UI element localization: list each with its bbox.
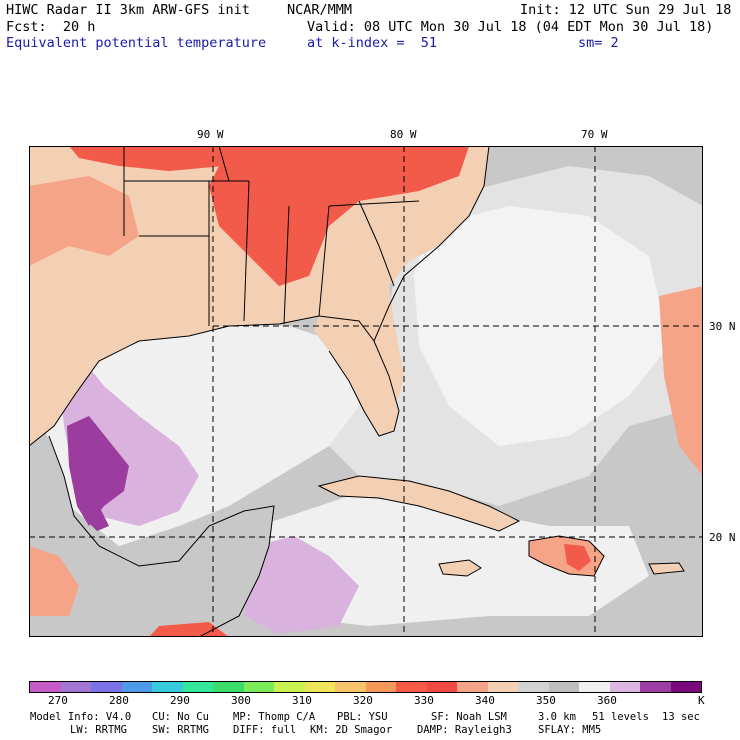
cumulus-scheme: CU: No Cu [152, 711, 209, 723]
lon-label-80w: 80 W [390, 128, 417, 141]
colorbar-swatch-21 [670, 682, 701, 692]
us-coastline [29, 315, 400, 447]
lon-label-90w: 90 W [197, 128, 224, 141]
init-time: Init: 12 UTC Sun 29 Jul 18 [520, 2, 732, 18]
puerto-rico-land [649, 563, 684, 574]
shortwave-scheme: SW: RRTMG [152, 724, 209, 736]
lat-label-30n: 30 N [709, 320, 736, 333]
model-version: Model Info: V4.0 [30, 711, 132, 723]
colorbar-tick-320: 320 [353, 694, 373, 707]
mexico-coastline [48, 435, 275, 637]
yucatan-land [209, 506, 274, 566]
colorbar-swatch-5 [182, 682, 213, 692]
forecast-hour: Fcst: 20 h [6, 19, 96, 35]
colorbar [29, 681, 702, 693]
colorbar-tick-310: 310 [292, 694, 312, 707]
damping-option: DAMP: Rayleigh3 [417, 724, 512, 736]
jamaica-outline [438, 559, 482, 577]
surface-scheme: SF: Noah LSM [431, 711, 507, 723]
diffusion-option: DIFF: full [233, 724, 297, 736]
vertical-levels: 51 levels [592, 711, 649, 723]
colorbar-swatch-14 [457, 682, 488, 692]
puerto-rico-outline [648, 562, 685, 575]
colorbar-swatch-4 [152, 682, 183, 692]
florida-land [314, 316, 399, 436]
colorbar-swatch-19 [609, 682, 640, 692]
theta-e-map [29, 146, 703, 637]
eddy-option: KM: 2D Smagor [310, 724, 393, 736]
mexico-salmon-region [29, 546, 79, 616]
east-salmon-region [659, 286, 703, 476]
colorbar-swatch-0 [30, 682, 61, 692]
colorbar-swatch-13 [426, 682, 457, 692]
state-lines [123, 146, 420, 326]
lon-label-70w: 70 W [581, 128, 608, 141]
longwave-scheme: LW: RRTMG [70, 724, 127, 736]
colorbar-tick-270: 270 [48, 694, 68, 707]
colorbar-swatch-17 [548, 682, 579, 692]
colorbar-tick-280: 280 [109, 694, 129, 707]
surface-layer-option: SFLAY: MM5 [538, 724, 602, 736]
colorbar-swatch-1 [60, 682, 91, 692]
us-east-coastline [373, 146, 490, 342]
central-america-red [149, 622, 229, 637]
microphysics-scheme: MP: Thomp C/A [233, 711, 316, 723]
colorbar-tick-330: 330 [414, 694, 434, 707]
cuba-outline [317, 475, 521, 532]
hispaniola-outline [528, 535, 605, 577]
colorbar-swatch-12 [396, 682, 427, 692]
cuba-land [319, 476, 519, 531]
colorbar-swatch-8 [274, 682, 305, 692]
colorbar-swatch-9 [304, 682, 335, 692]
caribbean-lilac-region [244, 536, 359, 634]
texas-salmon-region [29, 176, 139, 266]
level-label: at k-index = 51 [307, 35, 438, 51]
colorbar-swatch-2 [91, 682, 122, 692]
colorbar-swatch-16 [518, 682, 549, 692]
colorbar-tick-350: 350 [536, 694, 556, 707]
gulf-purple-strip [81, 496, 109, 531]
atlantic-white-region [414, 206, 669, 446]
grid-spacing: 3.0 km [538, 711, 576, 723]
colorbar-swatch-6 [213, 682, 244, 692]
colorbar-tick-300: 300 [231, 694, 251, 707]
colorbar-swatch-18 [579, 682, 610, 692]
field-name: Equivalent potential temperature [6, 35, 267, 51]
jamaica-land [439, 560, 481, 576]
colorbar-swatch-3 [121, 682, 152, 692]
colorbar-tick-340: 340 [475, 694, 495, 707]
lat-label-20n: 20 N [709, 531, 736, 544]
colorbar-swatch-11 [365, 682, 396, 692]
colorbar-unit: K [698, 694, 705, 707]
north-red-region [69, 146, 229, 171]
pbl-scheme: PBL: YSU [337, 711, 388, 723]
colorbar-swatch-20 [640, 682, 671, 692]
institution-label: NCAR/MMM [287, 2, 353, 18]
colorbar-swatch-10 [335, 682, 366, 692]
colorbar-swatch-7 [243, 682, 274, 692]
valid-time: Valid: 08 UTC Mon 30 Jul 18 (04 EDT Mon … [307, 19, 714, 35]
time-step: 13 sec [662, 711, 700, 723]
map-frame [29, 146, 703, 637]
model-title: HIWC Radar II 3km ARW-GFS init [6, 2, 250, 18]
colorbar-tick-290: 290 [170, 694, 190, 707]
colorbar-swatch-15 [487, 682, 518, 692]
smoothing-label: sm= 2 [578, 35, 619, 51]
colorbar-tick-360: 360 [597, 694, 617, 707]
hispaniola-red-core [564, 544, 591, 571]
